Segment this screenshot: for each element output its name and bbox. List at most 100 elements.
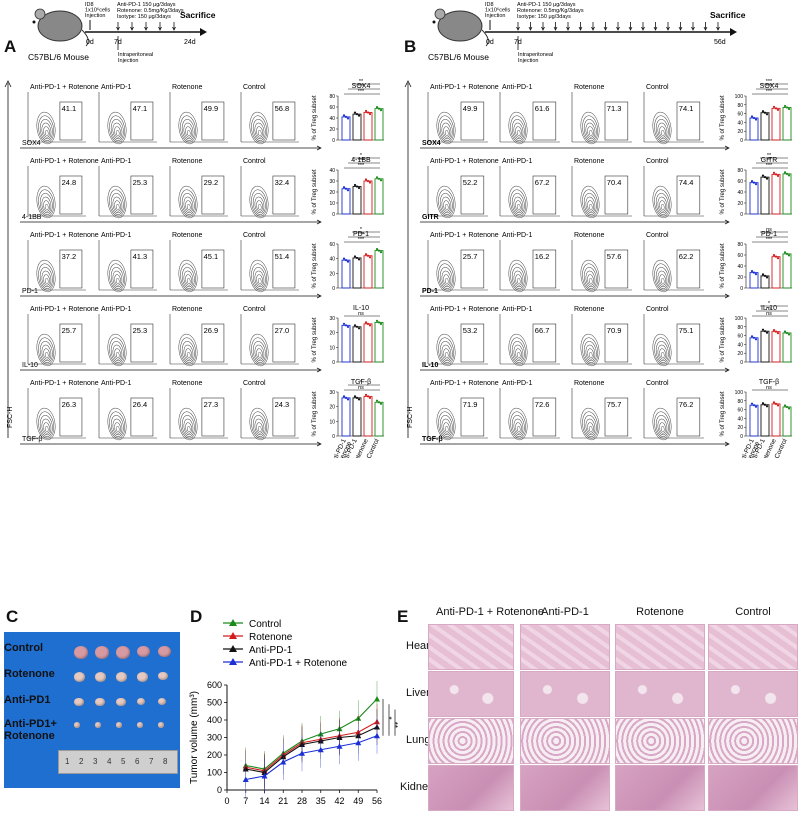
bar (771, 403, 781, 437)
ip-label: Intraperitoneal Injection (118, 52, 153, 64)
flow-plot: 57.6 (571, 240, 632, 293)
regimen-text: Anti-PD-1 150 μg/3days Rotenone: 0.5mg/Kg… (517, 2, 584, 20)
ruler-number: 8 (163, 757, 168, 766)
bar (363, 395, 373, 437)
mouse-label: C57BL/6 Mouse (428, 52, 489, 62)
bar (341, 116, 351, 141)
bar-chart-ylabel: % of Treg subset (312, 317, 318, 362)
y-tick-label: 60 (737, 253, 743, 259)
y-tick-label: 20 (329, 190, 335, 196)
data-point (761, 110, 765, 113)
data-point (754, 118, 758, 121)
y-tick-label: 20 (737, 351, 743, 357)
mouse-icon (32, 8, 89, 47)
data-point (342, 186, 346, 189)
significance-label: *** (766, 84, 773, 90)
significance-label: *** (358, 158, 365, 164)
gate-value: 51.4 (275, 252, 290, 261)
flow-plot: 47.1 (98, 92, 157, 145)
bar (352, 113, 362, 141)
y-tick-label: 20 (329, 127, 335, 133)
gate-value: 25.7 (62, 326, 77, 335)
bar (363, 112, 373, 141)
marker-label: PD-1 (22, 288, 38, 295)
data-point (280, 759, 287, 765)
flow-plot: 26.4 (98, 388, 157, 441)
group-label: Anti-PD-1 (101, 306, 131, 313)
flow-plot: 32.4 (240, 166, 299, 219)
flow-plot: 26.9 (169, 314, 228, 367)
y-tick-label: 60 (329, 105, 335, 111)
ruler-number: 2 (79, 757, 84, 766)
data-point (774, 173, 778, 176)
data-point (783, 404, 787, 407)
bar (771, 107, 781, 141)
data-point (346, 189, 350, 192)
panel-c-label: C (6, 607, 19, 626)
histology-image (520, 624, 610, 670)
x-tick-label: 0 (224, 796, 229, 806)
bar (749, 117, 759, 141)
bar (771, 256, 781, 289)
y-tick-label: 0 (740, 434, 743, 440)
data-point (353, 183, 357, 187)
gate-value: 74.4 (679, 178, 694, 187)
group-label: Anti-PD-1 (101, 158, 131, 165)
data-point (374, 696, 380, 702)
marker-label: PD-1 (422, 288, 438, 295)
histology-image (708, 624, 798, 670)
significance-label: * (360, 227, 363, 233)
y-tick-label: 30 (329, 390, 335, 396)
group-label: Anti-PD-1 (502, 306, 532, 313)
group-label: Anti-PD-1 + Rotenone (30, 158, 99, 165)
histology-image (428, 671, 514, 717)
data-point (761, 402, 765, 405)
data-point (357, 327, 361, 330)
panel-e-label: E (397, 607, 409, 626)
data-point (752, 181, 756, 184)
data-point (344, 259, 348, 262)
gate-value: 76.2 (679, 400, 694, 409)
data-point (375, 399, 379, 402)
x-tick-label: 42 (334, 796, 344, 806)
treg-bar-chart: IL-10 % of Treg subset 0 10 20 30 ns (312, 305, 384, 366)
y-tick-label: 0 (332, 212, 335, 218)
x-tick-label: 49 (353, 796, 363, 806)
group-label: Control (646, 84, 669, 91)
tumor-volume-chart: 0 100 200 300 400 500 600 0 7 14 21 28 35 42 49 56 Tumor… (189, 619, 400, 806)
flow-plot: 49.9 (169, 92, 228, 145)
histology-column-label: Anti-PD-1 (541, 606, 589, 618)
ruler-number: 4 (107, 757, 112, 766)
group-label: Control (243, 306, 266, 313)
group-label: Anti-PD-1 (502, 158, 532, 165)
data-point (765, 405, 769, 408)
gate-value: 25.3 (133, 326, 148, 335)
significance-label: * (768, 301, 771, 307)
marker-label: IL-10 (422, 362, 438, 369)
tumor-row-label: Anti-PD1 (4, 694, 51, 706)
injection-label: ID8 1x10⁶cells Injection (485, 2, 510, 19)
bar-chart-title: TGF-β (759, 379, 779, 386)
tumor-sample (95, 672, 107, 682)
bar (374, 178, 384, 215)
significance-label: ns (358, 385, 364, 391)
data-point (368, 256, 372, 259)
tumor-sample (158, 672, 168, 681)
gate-value: 66.7 (535, 326, 550, 335)
group-label: Anti-PD-1 + Rotenone (30, 232, 99, 239)
y-tick-label: 40 (329, 168, 335, 174)
significance-label: * (384, 717, 393, 720)
data-point (750, 115, 754, 118)
bar (352, 326, 362, 363)
bar (363, 255, 373, 289)
data-point (366, 322, 370, 325)
significance-label: ns (766, 306, 772, 312)
data-point (783, 330, 787, 333)
bar (782, 106, 792, 141)
series-line (245, 735, 378, 781)
data-point (342, 395, 346, 398)
tumor-sample (116, 722, 123, 728)
